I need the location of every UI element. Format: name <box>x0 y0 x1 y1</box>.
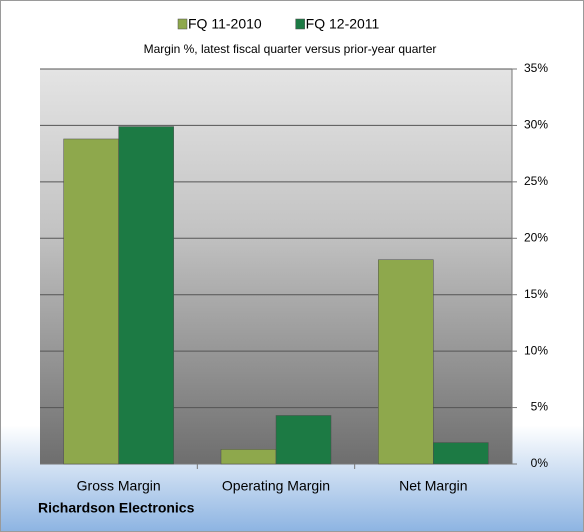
y-tick-label: 30% <box>524 118 548 132</box>
bar <box>275 415 332 465</box>
y-tick-label: 20% <box>524 230 548 244</box>
annotation: Richardson Electronics <box>38 500 195 516</box>
subtitle: Margin %, latest fiscal quarter versus p… <box>144 42 437 56</box>
bar <box>63 138 119 465</box>
legend-label: FQ 11-2010 <box>188 16 262 32</box>
y-tick-label: 0% <box>531 456 549 470</box>
y-tick-label: 10% <box>524 343 548 357</box>
x-tick-label: Gross Margin <box>77 478 161 494</box>
y-tick-label: 35% <box>524 61 548 75</box>
x-tick-label: Operating Margin <box>222 478 330 494</box>
y-tick-label: 15% <box>524 287 548 301</box>
legend-label: FQ 12-2011 <box>306 16 380 32</box>
bar <box>118 126 174 465</box>
y-tick-label: 5% <box>531 400 549 414</box>
legend-swatch <box>177 18 188 30</box>
bar <box>378 259 434 465</box>
y-tick-label: 25% <box>524 174 548 188</box>
bar <box>220 449 277 465</box>
legend-swatch <box>295 18 305 30</box>
x-tick-label: Net Margin <box>399 478 467 494</box>
bar <box>433 442 489 465</box>
